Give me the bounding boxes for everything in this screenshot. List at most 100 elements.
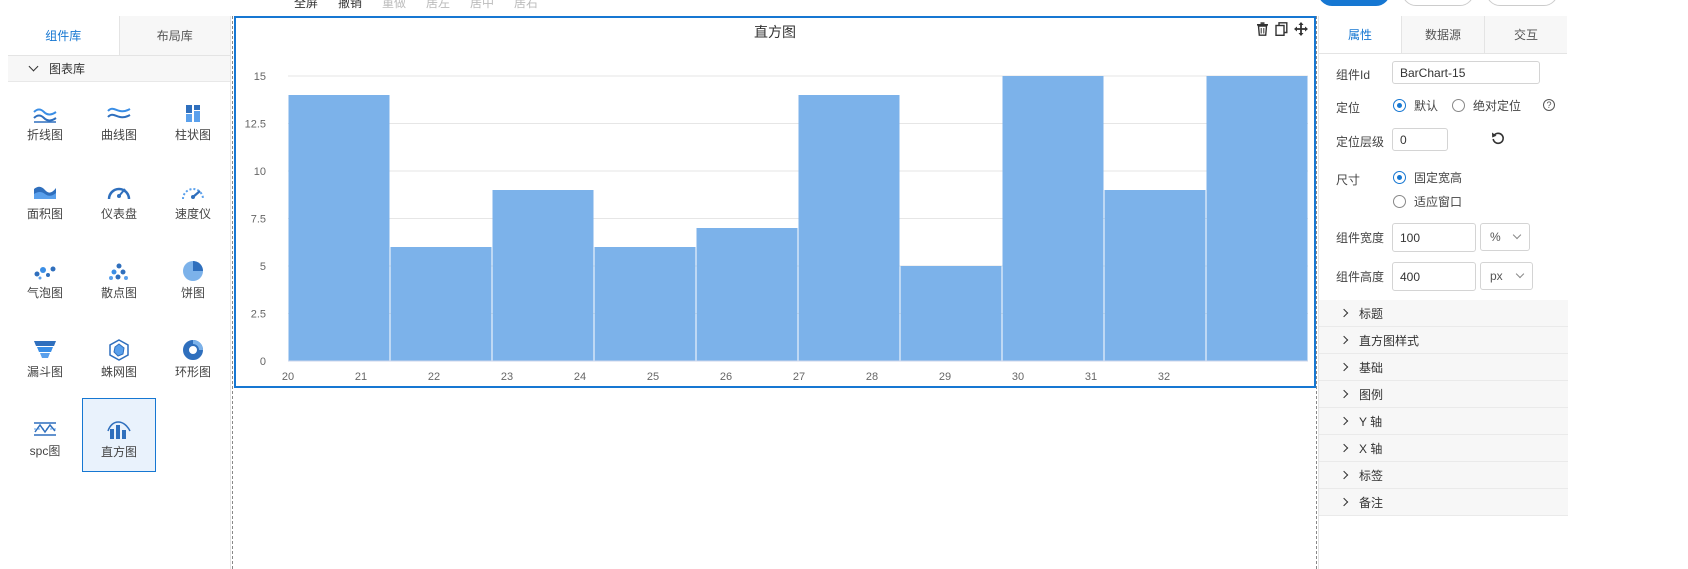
radio-unchecked-icon [1452,99,1465,112]
help-icon[interactable]: ? [1543,99,1555,111]
section-title[interactable]: 标题 [1319,300,1568,327]
area-chart-icon [34,186,56,199]
component-bar-chart[interactable]: 柱状图 [156,82,230,156]
width-unit-select[interactable]: % [1480,223,1530,251]
component-label: 散点图 [100,286,137,300]
section-label: 基础 [1359,360,1384,375]
height-input[interactable] [1392,262,1476,291]
chart-toolbar [1255,21,1308,36]
component-label: 折线图 [26,128,63,142]
chevron-down-icon [28,61,39,72]
component-label: 曲线图 [100,128,137,142]
x-tick-label: 28 [866,371,878,383]
bubble-chart-icon [34,266,56,280]
component-donut-chart[interactable]: 环形图 [156,319,230,393]
section-y-axis[interactable]: Y 轴 [1319,408,1568,435]
component-radar-chart[interactable]: 蛛网图 [82,319,156,393]
x-tick-label: 31 [1085,371,1097,383]
gauge-icon [107,187,131,200]
histogram-bar [1104,190,1206,361]
chevron-right-icon [1339,308,1349,318]
height-unit-value: px [1490,269,1503,283]
size-fit-window-radio[interactable]: 适应窗口 [1393,193,1462,210]
component-spc-chart[interactable]: spc图 [8,398,82,472]
align-left-button[interactable]: 居左 [426,0,451,10]
redo-button[interactable]: 重做 [382,0,407,10]
component-area-chart[interactable]: 面积图 [8,161,82,235]
x-tick-label: 20 [282,371,294,383]
delete-icon[interactable] [1255,21,1270,36]
size-fixed-radio[interactable]: 固定宽高 [1393,169,1462,186]
x-tick-label: 26 [720,371,732,383]
secondary-action-button[interactable] [1402,0,1474,6]
radar-chart-icon [109,339,129,361]
width-unit-value: % [1490,230,1501,244]
section-labels[interactable]: 标签 [1319,462,1568,489]
tertiary-action-button[interactable] [1486,0,1558,6]
section-label: 图例 [1359,387,1384,402]
component-label: 环形图 [174,365,211,379]
histogram-bar [492,190,594,361]
y-tick-label: 0 [260,356,266,368]
spc-chart-icon [34,422,56,436]
undo-button[interactable]: 撤销 [338,0,363,10]
position-default-radio[interactable]: 默认 [1393,97,1438,114]
fullscreen-button[interactable]: 全屏 [294,0,319,10]
component-speedometer[interactable]: 速度仪 [156,161,230,235]
component-label: 饼图 [180,286,205,300]
component-pie-chart[interactable]: 饼图 [156,240,230,314]
x-tick-label: 25 [647,371,659,383]
component-curve-chart[interactable]: 曲线图 [82,82,156,156]
component-scatter-chart[interactable]: 散点图 [82,240,156,314]
section-histogram-style[interactable]: 直方图样式 [1319,327,1568,354]
section-label: 直方图样式 [1359,333,1420,348]
histogram-icon [107,421,131,439]
tab-data-source[interactable]: 数据源 [1401,16,1484,53]
component-label: 气泡图 [26,286,63,300]
align-right-button[interactable]: 居右 [514,0,539,10]
component-funnel-chart[interactable]: 漏斗图 [8,319,82,393]
chevron-right-icon [1339,335,1349,345]
radio-label: 默认 [1414,99,1439,113]
x-tick-label: 23 [501,371,513,383]
tab-properties[interactable]: 属性 [1319,16,1401,53]
section-legend[interactable]: 图例 [1319,381,1568,408]
move-icon[interactable] [1293,21,1308,36]
component-library-panel: 组件库 布局库 图表库 折线图 曲线图 柱状图 面积图 [8,16,231,569]
pie-chart-icon [183,261,203,281]
copy-icon[interactable] [1274,21,1289,36]
zindex-label: 定位层级 [1336,135,1385,149]
chevron-right-icon [1339,362,1349,372]
zindex-input[interactable] [1392,128,1448,151]
component-label: 速度仪 [174,207,211,221]
width-input[interactable] [1392,223,1476,252]
component-gauge[interactable]: 仪表盘 [82,161,156,235]
section-basic[interactable]: 基础 [1319,354,1568,381]
x-tick-label: 32 [1158,371,1170,383]
align-center-button[interactable]: 居中 [470,0,495,10]
height-unit-select[interactable]: px [1480,262,1533,290]
tab-layout-library[interactable]: 布局库 [118,16,230,55]
left-tabs: 组件库 布局库 [8,16,230,56]
position-absolute-radio[interactable]: 绝对定位 [1452,97,1521,114]
component-bubble-chart[interactable]: 气泡图 [8,240,82,314]
component-label: 漏斗图 [26,365,63,379]
section-x-axis[interactable]: X 轴 [1319,435,1568,462]
position-label: 定位 [1336,101,1361,115]
component-histogram[interactable]: 直方图 [82,398,156,472]
section-notes[interactable]: 备注 [1319,489,1568,516]
tab-interaction[interactable]: 交互 [1484,16,1567,53]
primary-action-button[interactable] [1318,0,1390,6]
histogram-component[interactable]: 0 2.5 5 7.5 10 12.5 15 20 21 22 23 24 25 26 27 28 29 30 31… [234,16,1316,388]
chart-library-title: 图表库 [49,62,86,76]
component-line-chart[interactable]: 折线图 [8,82,82,156]
chevron-right-icon [1339,497,1349,507]
section-label: 备注 [1359,495,1384,510]
reset-icon[interactable] [1491,131,1505,148]
component-id-input[interactable] [1392,61,1540,84]
tab-component-library[interactable]: 组件库 [8,16,119,55]
chevron-down-icon [1515,269,1525,279]
chart-library-header[interactable]: 图表库 [8,56,230,82]
design-canvas[interactable]: 0 2.5 5 7.5 10 12.5 15 20 21 22 23 24 25 26 27 28 29 30 31… [232,16,1317,569]
